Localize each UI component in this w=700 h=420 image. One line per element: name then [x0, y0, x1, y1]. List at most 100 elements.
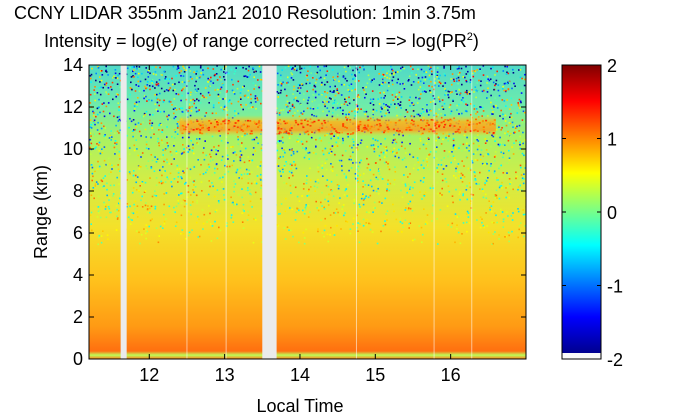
cloud-speck [436, 121, 439, 124]
cloud-speck [483, 131, 486, 133]
cloud-speck [247, 125, 250, 128]
cloud-speck [218, 130, 221, 132]
cloud-speck [207, 129, 210, 131]
cloud-speck [237, 119, 240, 122]
cloud-speck [233, 125, 236, 127]
cloud-speck [287, 132, 290, 135]
cloud-speck [434, 121, 437, 124]
cloud-speck [429, 128, 432, 131]
x-tick-label: 12 [139, 365, 159, 385]
cloud-speck [254, 122, 257, 125]
cloud-speck [423, 128, 426, 130]
cloud-speck [357, 124, 360, 126]
cloud-speck [493, 119, 496, 121]
cloud-speck [260, 129, 263, 131]
cloud-speck [278, 132, 281, 135]
cloud-speck [425, 125, 428, 127]
cloud-speck [338, 132, 341, 134]
cloud-speck [196, 120, 199, 122]
cloud-speck [378, 123, 381, 125]
cloud-speck [220, 123, 223, 125]
cloud-speck [359, 120, 362, 123]
cloud-speck [318, 130, 321, 133]
cloud-speck [201, 132, 204, 135]
y-tick-label: 12 [63, 97, 83, 117]
cloud-speck [459, 131, 461, 134]
cloud-speck [284, 122, 287, 125]
cloud-speck [222, 120, 225, 123]
cloud-speck [255, 123, 258, 125]
cloud-speck [331, 132, 333, 135]
colorbar-tick-label: -2 [607, 350, 623, 370]
colorbar-tick-label: 0 [607, 203, 617, 223]
y-tick-label: 6 [73, 223, 83, 243]
cloud-speck [456, 130, 459, 133]
cloud-speck [208, 120, 211, 122]
cloud-speck [217, 122, 220, 125]
cloud-speck [383, 130, 386, 132]
cloud-speck [240, 129, 243, 131]
cloud-speck [342, 123, 345, 125]
subtitle-suffix: ) [472, 31, 479, 51]
cloud-speck [406, 127, 409, 129]
cloud-speck [427, 124, 430, 126]
cloud-speck [367, 129, 370, 132]
cloud-speck [286, 122, 289, 124]
cloud-speck [336, 131, 339, 134]
cloud-speck [335, 130, 338, 132]
x-axis-ticks: 12 13 14 15 16 [139, 65, 461, 385]
cloud-speck [277, 122, 280, 124]
chart-title: CCNY LIDAR 355nm Jan21 2010 Resolution: … [14, 3, 476, 23]
intensity-field [89, 65, 526, 359]
cloud-speck [404, 119, 407, 122]
cloud-speck [392, 128, 395, 131]
cloud-speck [444, 119, 447, 121]
cloud-speck [469, 121, 472, 123]
cloud-speck [210, 122, 213, 125]
cloud-speck [278, 119, 281, 121]
cloud-speck [247, 119, 249, 122]
cloud-speck [258, 120, 261, 122]
plot-frame [88, 64, 527, 360]
cloud-speck [342, 124, 345, 126]
cloud-speck [443, 126, 446, 128]
cloud-speck [442, 120, 445, 123]
cloud-speck [297, 123, 300, 126]
cloud-speck [228, 128, 231, 131]
cloud-speck [377, 128, 380, 131]
cloud-speck [464, 131, 467, 133]
cloud-speck [333, 128, 336, 130]
cloud-speck [489, 124, 492, 126]
cloud-speck [344, 126, 347, 128]
cloud-speck [482, 128, 485, 131]
colorbar-tick-label: 2 [607, 56, 617, 76]
cloud-speck [250, 130, 253, 132]
cloud-speck [224, 118, 227, 121]
cloud-speck [408, 129, 411, 131]
cloud-speck [294, 119, 297, 122]
cloud-speck [397, 130, 400, 133]
cloud-speck [257, 122, 260, 124]
cloud-speck [330, 124, 333, 126]
cloud-speck [357, 125, 360, 128]
cloud-speck [410, 129, 413, 131]
cloud-speck [435, 123, 438, 126]
cloud-speck [376, 123, 379, 126]
cloud-speck [449, 123, 452, 125]
x-axis-label: Local Time [256, 396, 343, 416]
cloud-speck [412, 120, 415, 123]
cloud-speck [369, 127, 372, 130]
cloud-speck [283, 131, 286, 133]
cloud-speck [430, 119, 433, 121]
no-data-gap [120, 65, 127, 359]
y-tick-label: 2 [73, 307, 83, 327]
cloud-speck [459, 126, 461, 128]
x-tick-label: 16 [441, 365, 461, 385]
cloud-speck [367, 119, 370, 121]
cloud-speck [438, 124, 441, 127]
profile-stripes [186, 65, 473, 359]
cloud-speck [280, 128, 283, 130]
cloud-speck [485, 119, 488, 122]
cloud-speck [324, 122, 327, 124]
